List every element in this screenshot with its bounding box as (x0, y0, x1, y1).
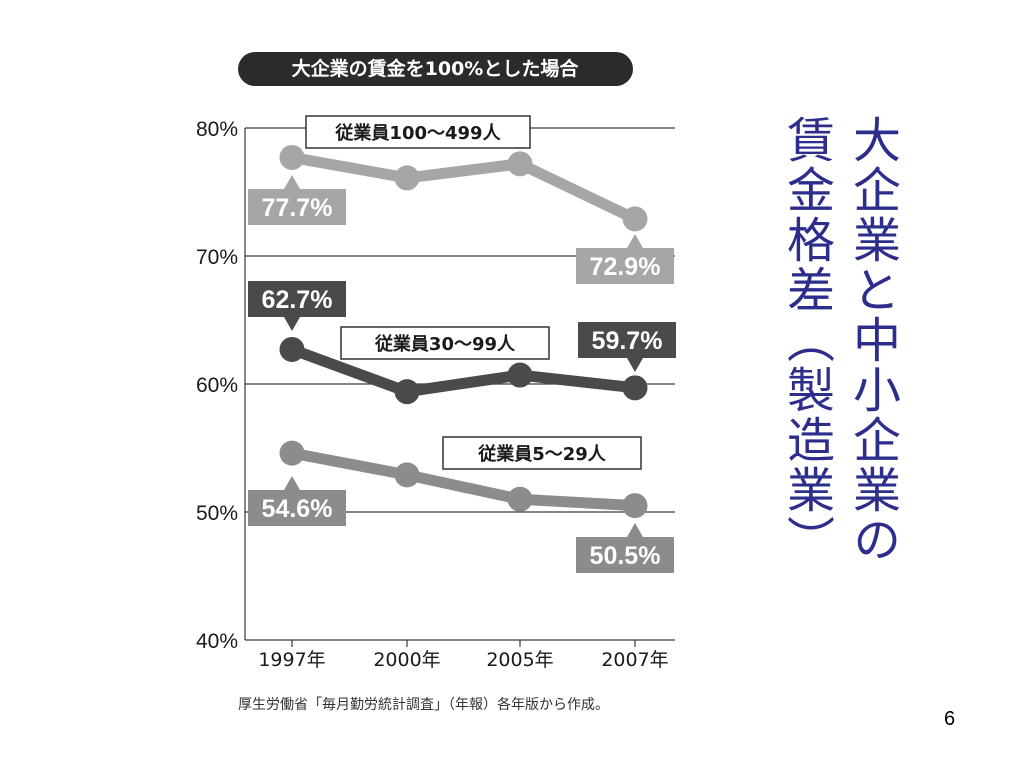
y-tick-label: 50% (196, 502, 238, 525)
value-label: 54.6% (262, 495, 333, 523)
callout-pointer (284, 175, 300, 189)
data-point (622, 375, 648, 401)
series-name-box (305, 115, 531, 149)
value-label: 50.5% (590, 542, 661, 570)
value-callout-box (248, 490, 346, 526)
data-point (394, 462, 420, 488)
x-tick-label: 2007年 (601, 649, 668, 671)
data-point (622, 206, 648, 232)
value-label: 62.7% (262, 286, 333, 314)
data-point (507, 486, 533, 512)
data-point (279, 144, 305, 170)
data-point (622, 493, 648, 519)
chart-title: 大企業の賃金を100%とした場合 (292, 57, 580, 80)
data-point (279, 440, 305, 466)
series-line-0 (286, 151, 641, 225)
x-tick-label: 1997年 (258, 649, 325, 671)
chart-header: 大企業の賃金を100%とした場合 (238, 52, 633, 86)
value-callout-box (576, 537, 674, 573)
series-line-2 (286, 447, 641, 512)
callout-pointer (284, 317, 300, 331)
series-name: 従業員100〜499人 (334, 122, 501, 144)
chart-title-banner (238, 52, 633, 86)
series-name: 従業員30〜99人 (374, 333, 516, 355)
callout-pointer (284, 476, 300, 490)
series-line-1 (286, 343, 641, 398)
data-point (394, 379, 420, 405)
page-number: 6 (944, 708, 956, 730)
value-callout-box (248, 189, 346, 225)
slide-title-line-1: 大企業と中小企業の (844, 115, 900, 565)
data-point (507, 362, 533, 388)
value-label: 59.7% (592, 327, 663, 355)
source-note: 厚生労働省「毎月勤労統計調査」（年報）各年版から作成。 (238, 697, 609, 713)
value-callout-box (576, 248, 674, 284)
y-tick-label: 60% (196, 374, 238, 397)
value-callout-box (578, 322, 676, 358)
series-name: 従業員5〜29人 (477, 443, 607, 465)
data-point (279, 336, 305, 362)
data-point (394, 165, 420, 191)
callout-pointer (627, 523, 643, 537)
value-label: 77.7% (262, 194, 333, 222)
value-label: 72.9% (590, 253, 661, 281)
chart-axes: 80% 70% 60% 50% 40% 1997年 2000年 2005年 2007年 (196, 118, 669, 671)
slide-title-line-2: 賃金格差（製造業） (778, 115, 834, 565)
x-tick-label: 2005年 (486, 649, 553, 671)
callout-pointer (627, 234, 643, 248)
callout-pointer (627, 358, 643, 372)
series-name-box (442, 436, 642, 470)
x-tick-label: 2000年 (373, 649, 440, 671)
data-point (507, 151, 533, 177)
y-tick-label: 80% (196, 118, 238, 141)
y-tick-label: 40% (196, 630, 238, 653)
y-tick-label: 70% (196, 246, 238, 269)
series-name-box (340, 326, 550, 360)
value-callout-box (248, 281, 346, 317)
chart-series (279, 144, 648, 519)
